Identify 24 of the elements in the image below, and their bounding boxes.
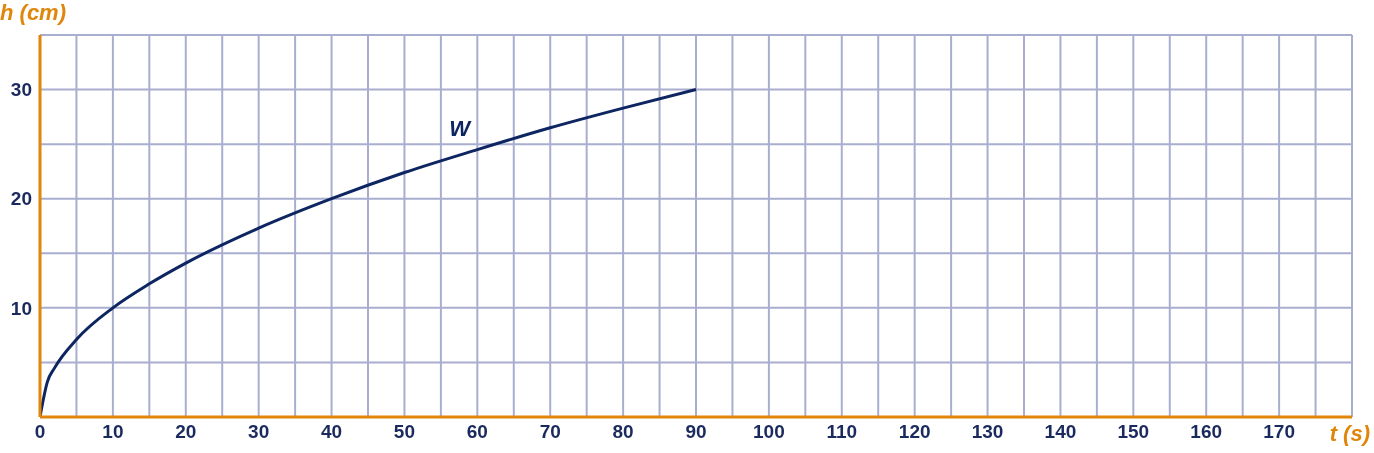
x-tick-label: 60 (466, 421, 488, 443)
x-tick-label: 20 (175, 421, 197, 443)
y-tick-label: 20 (10, 188, 32, 210)
x-tick-label: 150 (1117, 421, 1150, 443)
series-label: W (449, 115, 473, 141)
y-tick-label: 10 (10, 297, 32, 319)
x-tick-label: 170 (1263, 421, 1295, 443)
x-tick-label: 50 (393, 421, 416, 443)
x-tick-label: 10 (102, 421, 124, 443)
x-tick-label: 120 (898, 421, 931, 443)
x-tick-label: 130 (971, 421, 1004, 443)
x-tick-label: 160 (1190, 421, 1223, 443)
x-tick-label: 110 (826, 421, 858, 443)
x-tick-label: 40 (320, 421, 343, 443)
x-axis-title: t (s) (1329, 421, 1370, 447)
x-tick-label: 140 (1044, 421, 1077, 443)
x-tick-label: 30 (248, 421, 270, 443)
x-tick-label: 0 (34, 421, 46, 443)
x-tick-label: 70 (539, 421, 561, 443)
y-axis-title: h (cm) (0, 0, 66, 26)
y-tick-label: 30 (10, 79, 32, 101)
x-tick-label: 80 (612, 421, 634, 443)
x-tick-label: 90 (685, 421, 707, 443)
x-tick-label: 100 (753, 421, 785, 443)
